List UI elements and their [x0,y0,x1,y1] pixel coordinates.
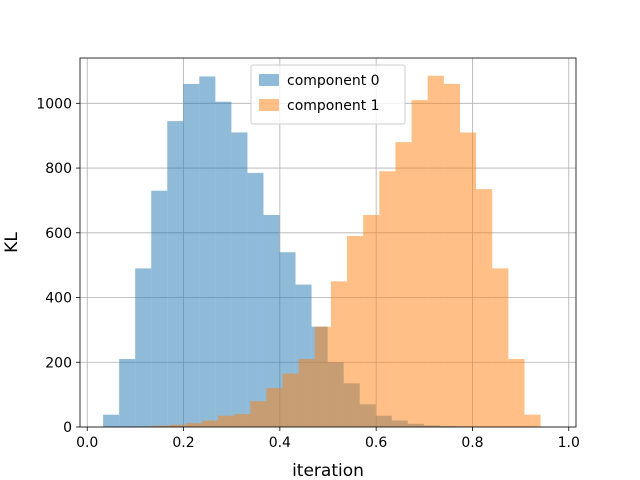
histogram-bar-component-0 [151,190,168,427]
histogram-bars [103,75,541,428]
x-tick-label: 0.6 [365,435,387,451]
histogram-bar-component-1 [153,425,170,427]
legend-swatch-component-0 [259,74,279,86]
histogram-bar-component-1 [427,75,444,427]
histogram-bar-component-0 [135,268,152,427]
histogram-bar-component-0 [263,214,280,427]
axis-ticks: 0.0 0.2 0.4 0.6 0.8 1.0 0 200 400 600 800 1000 [36,96,580,451]
histogram-bar-component-1 [443,83,460,427]
histogram-bar-component-0 [247,172,264,427]
histogram-bar-component-1 [330,281,348,427]
x-tick-label: 0.4 [269,435,291,451]
histogram-bar-component-1 [185,423,202,427]
histogram-bar-component-1 [314,326,331,427]
legend-swatch-component-1 [259,99,279,111]
histogram-bar-component-1 [217,415,235,427]
y-tick-label: 0 [63,420,72,436]
y-tick-label: 800 [45,161,72,177]
histogram-bar-component-1 [250,401,267,427]
histogram-bar-component-0 [215,101,232,428]
x-tick-label: 0.8 [461,435,483,451]
legend: component 0 component 1 [250,64,406,125]
histogram-bar-component-0 [167,121,184,428]
x-tick-label: 0.2 [172,435,194,451]
x-tick-label: 0.0 [76,435,98,451]
histogram-bar-component-1 [234,414,251,427]
histogram-bar-component-0 [103,414,120,427]
histogram-bar-component-1 [266,388,283,427]
y-tick-label: 400 [45,291,72,307]
legend-box [250,64,406,125]
plot-frame [79,57,577,428]
histogram-bar-component-0 [119,359,136,427]
histogram-bar-component-1 [282,373,299,427]
x-tick-label: 1.0 [558,435,580,451]
histogram-bar-component-1 [508,359,525,427]
histogram-bar-component-1 [169,424,186,427]
histogram-bar-component-1 [459,132,477,427]
histogram-bar-component-1 [476,189,493,427]
histogram-bar-component-1 [411,100,428,427]
y-tick-label: 1000 [36,96,72,112]
histogram-bar-component-1 [492,268,509,427]
legend-label-component-0: component 0 [287,73,380,89]
x-axis-title: iteration [292,461,364,480]
legend-label-component-1: component 1 [287,98,380,114]
histogram-bar-component-1 [379,171,396,427]
histogram-bar-component-1 [395,142,412,427]
histogram-bar-component-1 [298,359,315,427]
histogram-bar-component-1 [524,414,541,427]
y-tick-label: 200 [45,355,72,371]
y-axis-title: KL [2,232,22,253]
histogram-bar-component-0 [183,83,200,427]
histogram-bar-component-1 [363,214,380,427]
histogram-bar-component-0 [231,132,248,427]
histogram-bar-component-1 [201,420,218,427]
y-tick-label: 600 [45,226,72,242]
histogram-bar-component-0 [199,76,216,427]
histogram-bar-component-1 [347,236,364,427]
